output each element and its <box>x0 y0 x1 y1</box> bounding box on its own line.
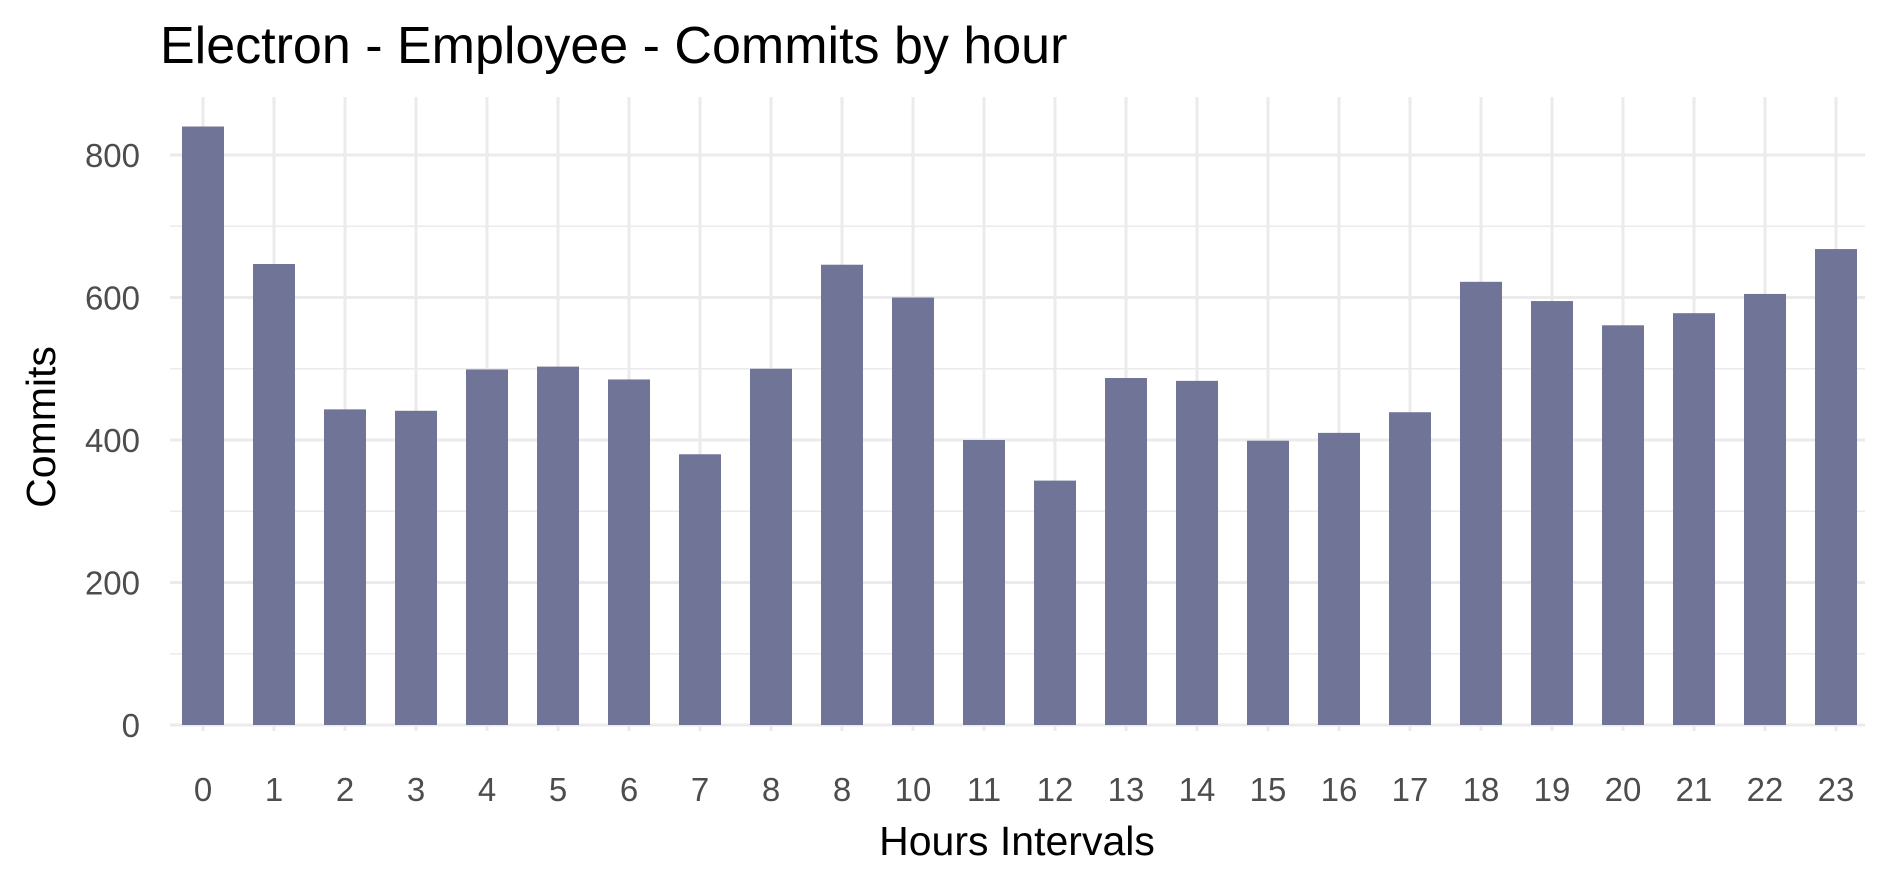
y-tick-label: 800 <box>85 137 140 174</box>
x-tick-label: 5 <box>549 771 567 808</box>
bar <box>1247 440 1289 725</box>
bar <box>892 297 934 725</box>
bar <box>1673 313 1715 725</box>
x-tick-label: 22 <box>1747 771 1784 808</box>
bar <box>1815 249 1857 726</box>
bar <box>1318 432 1360 725</box>
x-tick-label: 0 <box>194 771 212 808</box>
y-tick-label: 400 <box>85 422 140 459</box>
x-tick-label: 3 <box>407 771 425 808</box>
bar <box>608 379 650 725</box>
bar <box>466 369 508 725</box>
x-tick-label: 19 <box>1534 771 1571 808</box>
bar <box>821 264 863 725</box>
y-tick-label: 200 <box>85 565 140 602</box>
x-tick-label: 14 <box>1179 771 1216 808</box>
x-tick-labels: 0 1 2 3 4 5 6 7 8 8 10 11 12 13 14 15 16 17 18 19 20 21 22 23 <box>194 771 1855 808</box>
x-tick-label: 8 <box>833 771 851 808</box>
bar <box>1105 378 1147 725</box>
bar <box>963 440 1005 725</box>
x-tick-label: 6 <box>620 771 638 808</box>
x-tick-label: 17 <box>1392 771 1429 808</box>
x-tick-label: 10 <box>895 771 932 808</box>
y-tick-label: 0 <box>122 707 140 744</box>
bar <box>1389 412 1431 725</box>
bar <box>537 366 579 725</box>
bar <box>395 410 437 725</box>
bar <box>182 126 224 725</box>
x-tick-label: 1 <box>265 771 283 808</box>
x-tick-label: 21 <box>1676 771 1713 808</box>
bar <box>750 368 792 725</box>
x-tick-label: 12 <box>1037 771 1074 808</box>
x-tick-label: 16 <box>1321 771 1358 808</box>
x-tick-label: 20 <box>1605 771 1642 808</box>
x-tick-label: 7 <box>691 771 709 808</box>
bar <box>1176 380 1218 725</box>
x-tick-label: 15 <box>1250 771 1287 808</box>
x-tick-label: 13 <box>1108 771 1145 808</box>
bar <box>679 454 721 725</box>
x-tick-label: 23 <box>1818 771 1855 808</box>
bar <box>1531 301 1573 725</box>
y-axis-label: Commits <box>18 346 64 508</box>
x-tick-label: 11 <box>967 771 1001 808</box>
bar <box>1744 293 1786 725</box>
y-tick-labels: 0 200 400 600 800 <box>85 137 140 744</box>
x-tick-label: 2 <box>336 771 354 808</box>
bar <box>324 409 366 725</box>
x-tick-label: 8 <box>762 771 780 808</box>
x-tick-label: 4 <box>478 771 496 808</box>
bars-layer <box>182 126 1857 726</box>
bar <box>1602 325 1644 725</box>
y-tick-label: 600 <box>85 280 140 317</box>
bar <box>1034 480 1076 725</box>
bar <box>253 264 295 725</box>
x-tick-label: 18 <box>1463 771 1500 808</box>
chart-title: Electron - Employee - Commits by hour <box>160 17 1067 75</box>
bar <box>1460 281 1502 725</box>
x-axis-label: Hours Intervals <box>879 818 1155 864</box>
